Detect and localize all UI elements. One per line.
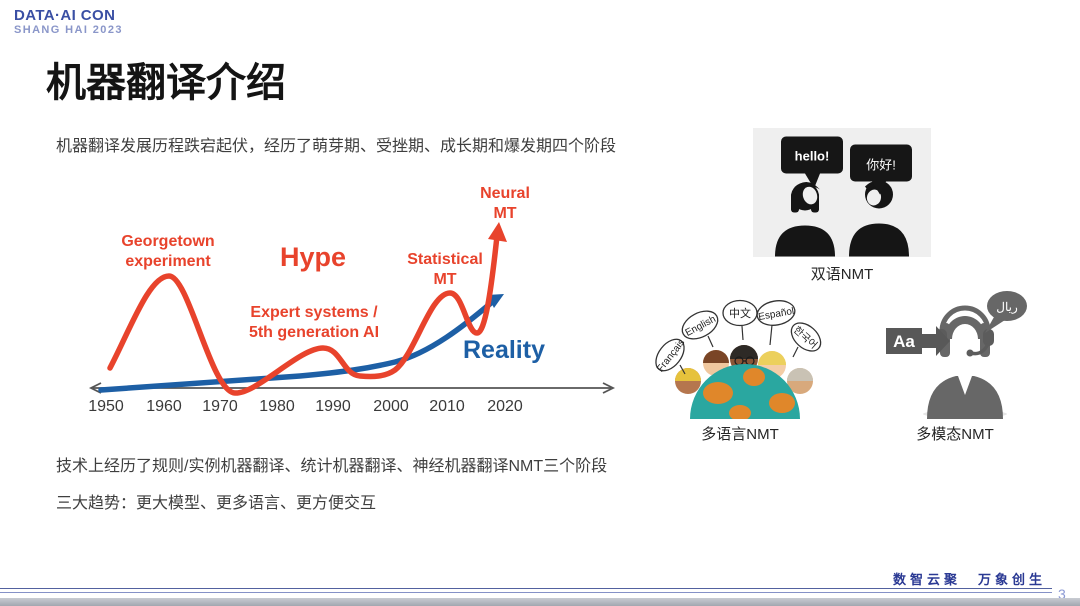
figure-multilingual: Français English 中文 Español bbox=[650, 281, 830, 419]
year-tick: 1960 bbox=[146, 398, 182, 415]
text-to-speech-arrow-icon: Aa bbox=[886, 326, 950, 356]
label-statistical-line1: Statistical bbox=[407, 251, 483, 268]
body-text-stages: 技术上经历了规则/实例机器翻译、统计机器翻译、神经机器翻译NMT三个阶段 bbox=[56, 458, 608, 475]
bubble-hello-text: hello! bbox=[795, 149, 830, 164]
footer-divider bbox=[0, 588, 1052, 593]
year-tick: 1990 bbox=[315, 398, 351, 415]
label-hype: Hype bbox=[280, 242, 346, 272]
male-silhouette-icon bbox=[849, 180, 909, 257]
chart-svg: 1950 1960 1970 1980 1990 2000 2010 2020 bbox=[88, 185, 616, 415]
bubble-english: English bbox=[681, 310, 719, 340]
logo-line1: DATA·AI CON bbox=[14, 7, 116, 24]
x-axis-ticks: 1950 1960 1970 1980 1990 2000 2010 2020 bbox=[88, 398, 523, 415]
label-statistical-line2: MT bbox=[433, 271, 456, 288]
headset-person-icon bbox=[927, 305, 1003, 419]
aa-label: Aa bbox=[893, 332, 915, 351]
chart-annotations-red: Georgetown experiment Hype Expert system… bbox=[121, 185, 530, 341]
hype-cycle-chart: 1950 1960 1970 1980 1990 2000 2010 2020 bbox=[85, 170, 625, 420]
caption-multimodal: 多模态NMT bbox=[916, 426, 994, 443]
label-expert-line2: 5th generation AI bbox=[249, 324, 379, 341]
axis-arrow-left-icon bbox=[88, 382, 102, 394]
globe-icon bbox=[690, 364, 800, 419]
intro-text: 机器翻译发展历程跌宕起伏，经历了萌芽期、受挫期、成长期和爆发期四个阶段 bbox=[56, 138, 617, 155]
year-tick: 1950 bbox=[88, 398, 124, 415]
body-text-trends: 三大趋势：更大模型、更多语言、更方便交互 bbox=[56, 495, 377, 512]
bottom-edge-bar bbox=[0, 598, 1080, 606]
bubble-chinese-text: 中文 bbox=[729, 306, 751, 320]
bubble-korean: 한국어 bbox=[790, 322, 822, 352]
year-tick: 2010 bbox=[429, 398, 465, 415]
bubble-chinese: 中文 bbox=[722, 299, 758, 327]
multilingual-illustration: Français English 中文 Español bbox=[655, 299, 822, 419]
footer-brand: 数智云聚 万象创生 bbox=[892, 572, 1046, 587]
speech-bubble-arabic: ريال bbox=[985, 291, 1027, 333]
language-bubbles: Français English 中文 Español bbox=[655, 299, 822, 374]
hype-arrowhead-icon bbox=[488, 222, 507, 242]
conference-logo: DATA·AI CON SHANG HAI 2023 bbox=[14, 7, 123, 37]
label-neural-line2: MT bbox=[493, 205, 516, 222]
page-number: 3 bbox=[1058, 586, 1066, 602]
year-tick: 2020 bbox=[487, 398, 523, 415]
logo-line2: SHANG HAI 2023 bbox=[14, 24, 123, 37]
year-tick: 2000 bbox=[373, 398, 409, 415]
axis-arrow-right-icon bbox=[602, 382, 616, 394]
label-neural-line1: Neural bbox=[480, 185, 530, 202]
figure-bilingual: hello! 你好! bbox=[753, 128, 931, 257]
label-georgetown-line1: Georgetown bbox=[121, 233, 214, 250]
year-tick: 1970 bbox=[202, 398, 238, 415]
bilingual-illustration: hello! 你好! bbox=[775, 136, 912, 257]
caption-multilingual: 多语言NMT bbox=[701, 426, 779, 443]
hype-curve bbox=[107, 222, 507, 396]
caption-bilingual: 双语NMT bbox=[810, 266, 874, 283]
page-title: 机器翻译介绍 bbox=[46, 61, 286, 105]
multimodal-illustration: Aa ريال bbox=[886, 291, 1027, 419]
x-axis bbox=[88, 382, 616, 394]
bubble-espanol: Español bbox=[756, 300, 796, 326]
label-reality: Reality bbox=[463, 336, 545, 364]
label-georgetown-line2: experiment bbox=[125, 253, 211, 270]
speech-bubble-hello: hello! bbox=[781, 136, 843, 189]
bubble-arabic-text: ريال bbox=[996, 300, 1018, 314]
year-tick: 1980 bbox=[259, 398, 295, 415]
figure-multimodal: Aa ريال bbox=[880, 281, 1030, 419]
bubble-nihao-text: 你好! bbox=[866, 158, 896, 173]
female-silhouette-icon bbox=[775, 181, 835, 257]
label-expert-line1: Expert systems / bbox=[250, 304, 378, 321]
speech-bubble-nihao: 你好! bbox=[850, 144, 912, 195]
